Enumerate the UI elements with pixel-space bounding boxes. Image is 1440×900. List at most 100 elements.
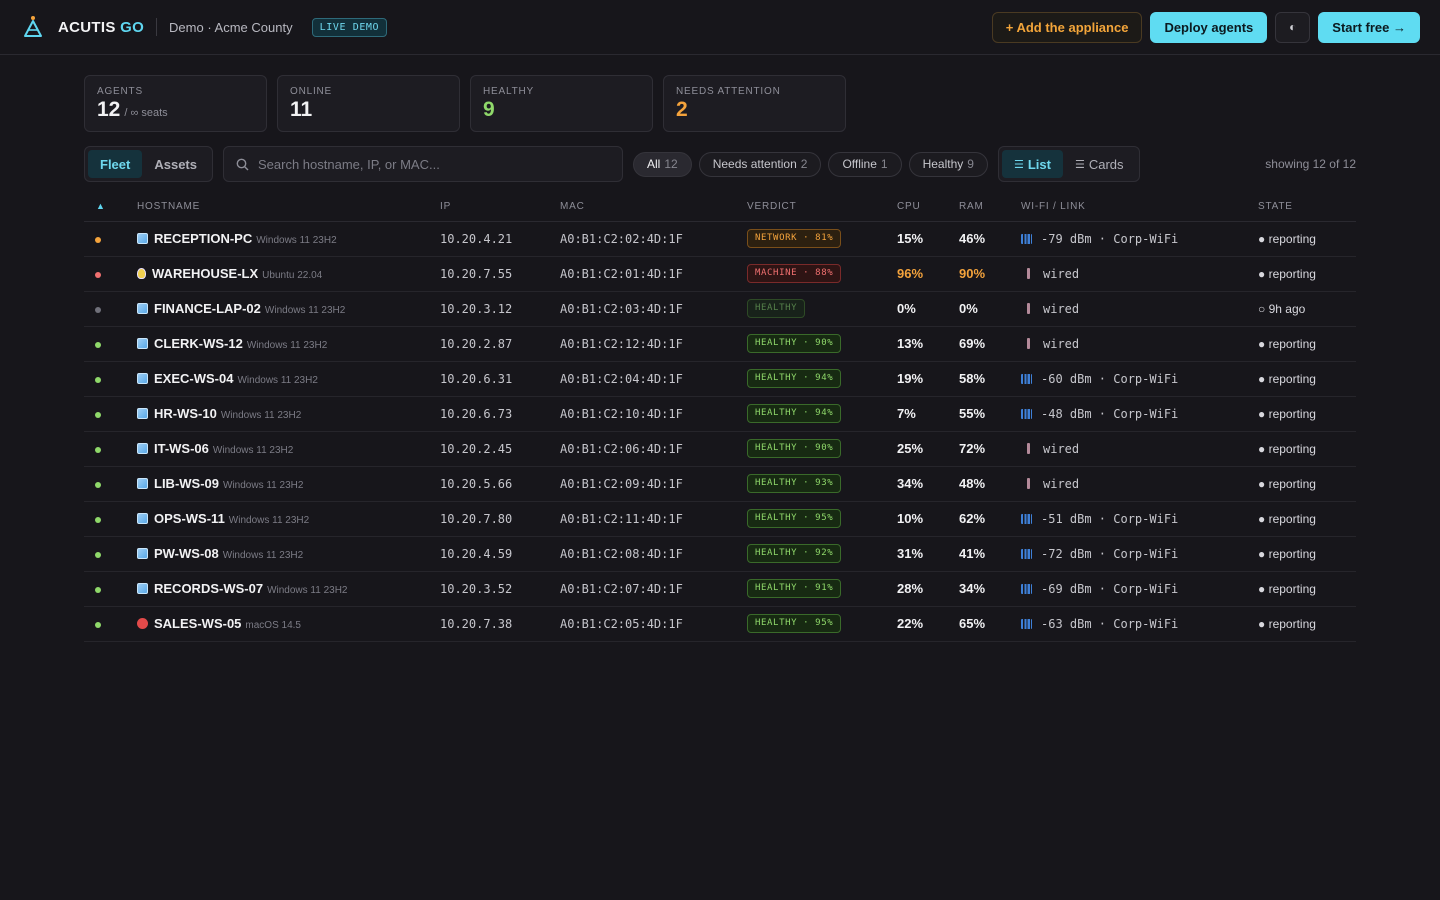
tab-assets[interactable]: Assets [154,156,197,172]
table-row[interactable]: SALES-WS-05 macOS 14.5 10.20.7.38 A0:B1:C2:… [84,606,1356,642]
link-value: -60 dBm · Corp-WiFi [1041,371,1179,386]
chip-label: All [646,157,661,171]
status-cell [84,396,137,432]
table-row[interactable]: HR-WS-10 Windows 11 23H2 10.20.6.73 A0:B1:C… [84,396,1356,432]
deploy-agents-button[interactable]: Deploy agents [1150,11,1268,43]
table-row[interactable]: FINANCE-LAP-02 Windows 11 23H2 10.20.3.12 A… [84,291,1356,327]
wifi-signal-icon [1021,583,1032,594]
hostname[interactable]: SALES-WS-05 [154,616,242,631]
col-ram[interactable]: RAM [959,193,1021,222]
add-appliance-button[interactable]: + Add the appliance [991,11,1143,43]
ram-value: 34% [959,581,986,596]
os-version: Windows 11 23H2 [267,585,348,596]
table-row[interactable]: OPS-WS-11 Windows 11 23H2 10.20.7.80 A0:B1:… [84,501,1356,537]
link-value: -48 dBm · Corp-WiFi [1041,406,1179,421]
ram-value: 41% [959,546,986,561]
ram-value: 0% [959,301,978,316]
stat-label: HEALTHY [483,86,534,97]
col-hostname[interactable]: HOSTNAME [137,193,440,222]
link-cell: wired [1021,466,1258,502]
table-row[interactable]: RECEPTION-PC Windows 11 23H2 10.20.4.21 A0:… [84,221,1356,257]
state-cell: ● reporting [1258,361,1356,397]
cpu-value: 22% [897,616,924,631]
table-row[interactable]: CLERK-WS-12 Windows 11 23H2 10.20.2.87 A0:B… [84,326,1356,362]
link-cell: wired [1021,431,1258,467]
table-row[interactable]: PW-WS-08 Windows 11 23H2 10.20.4.59 A0:B1:C… [84,536,1356,572]
verdict-cell: HEALTHY · 90% [747,326,897,362]
verdict-badge: HEALTHY · 94% [747,369,842,388]
filter-healthy[interactable]: Healthy 9 [908,151,988,177]
mac-cell: A0:B1:C2:11:4D:1F [560,501,747,537]
cpu-cell: 7% [897,396,959,432]
col-state[interactable]: STATE [1258,193,1356,222]
hostname[interactable]: FINANCE-LAP-02 [154,301,261,316]
search-box[interactable] [222,146,623,182]
col-mac[interactable]: MAC [560,193,747,222]
hostname[interactable]: HR-WS-10 [154,406,217,421]
chip-count: 1 [880,157,888,171]
table-row[interactable]: LIB-WS-09 Windows 11 23H2 10.20.5.66 A0:B1:… [84,466,1356,502]
filter-needs-attention[interactable]: Needs attention 2 [698,151,822,177]
verdict-cell: HEALTHY · 90% [747,431,897,467]
tab-fleet[interactable]: Fleet [88,150,143,178]
live-demo-badge: LIVE DEMO [311,17,388,37]
ram-value: 48% [959,476,986,491]
hostname[interactable]: IT-WS-06 [154,441,209,456]
top-bar: ACUTIS GO Demo · Acme County LIVE DEMO +… [0,0,1440,55]
link-cell: wired [1021,256,1258,292]
verdict-badge: HEALTHY · 93% [747,474,842,493]
ethernet-cable-icon [1027,477,1030,489]
ram-value: 65% [959,616,986,631]
hostname[interactable]: RECORDS-WS-07 [154,581,264,596]
table-row[interactable]: IT-WS-06 Windows 11 23H2 10.20.2.45 A0:B1:C… [84,431,1356,467]
ram-value: 72% [959,441,986,456]
start-free-button[interactable]: Start free → [1318,11,1420,43]
view-cards-button[interactable]: ☰ Cards [1063,150,1136,178]
hostname-cell: FINANCE-LAP-02 Windows 11 23H2 [137,291,440,327]
filter-offline[interactable]: Offline 1 [828,151,902,177]
status-cell [84,501,137,537]
theme-toggle-icon[interactable]: ◐ [1275,11,1311,43]
hostname[interactable]: EXEC-WS-04 [154,371,234,386]
mac-cell: A0:B1:C2:09:4D:1F [560,466,747,502]
hostname[interactable]: CLERK-WS-12 [154,336,243,351]
view-cards-label: Cards [1088,156,1124,172]
col-verdict[interactable]: VERDICT [747,193,897,222]
mac-cell: A0:B1:C2:10:4D:1F [560,396,747,432]
hostname[interactable]: OPS-WS-11 [154,511,225,526]
col-cpu[interactable]: CPU [897,193,959,222]
table-row[interactable]: RECORDS-WS-07 Windows 11 23H2 10.20.3.52 A0… [84,571,1356,607]
table-row[interactable]: EXEC-WS-04 Windows 11 23H2 10.20.6.31 A0:B1… [84,361,1356,397]
hostname[interactable]: PW-WS-08 [154,546,219,561]
ram-value: 46% [959,231,986,246]
search-input[interactable] [257,156,610,172]
hostname[interactable]: WAREHOUSE-LX [152,266,259,281]
logo[interactable] [22,15,44,39]
state-cell: ● reporting [1258,536,1356,572]
hostname[interactable]: LIB-WS-09 [154,476,219,491]
status-dot-icon [95,236,101,243]
hostname-cell: LIB-WS-09 Windows 11 23H2 [137,466,440,502]
stat-number: 12 [97,98,121,121]
view-list-button[interactable]: ☰ List [1001,150,1063,178]
wifi-signal-icon [1021,408,1032,419]
hostname-cell: OPS-WS-11 Windows 11 23H2 [137,501,440,537]
stat-value: 2 [676,98,688,121]
mac-cell: A0:B1:C2:03:4D:1F [560,291,747,327]
table-row[interactable]: WAREHOUSE-LX Ubuntu 22.04 10.20.7.55 A0:B1:… [84,256,1356,292]
col-wifi-link[interactable]: WI-FI / LINK [1021,193,1258,222]
wifi-signal-icon [1021,513,1032,524]
state-cell: ● reporting [1258,606,1356,642]
col-ip[interactable]: IP [440,193,560,222]
verdict-badge: HEALTHY · 91% [747,579,842,598]
hostname[interactable]: RECEPTION-PC [154,231,253,246]
verdict-badge: MACHINE · 88% [747,264,842,283]
status-dot-icon [95,341,101,348]
filter-all[interactable]: All 12 [632,151,692,177]
verdict-badge: HEALTHY · 90% [747,334,842,353]
sort-indicator[interactable]: ▲ [84,193,137,222]
status-dot-icon [95,306,101,313]
ip-cell: 10.20.7.38 [440,606,560,642]
ip-cell: 10.20.6.73 [440,396,560,432]
link-value: wired [1043,301,1080,316]
